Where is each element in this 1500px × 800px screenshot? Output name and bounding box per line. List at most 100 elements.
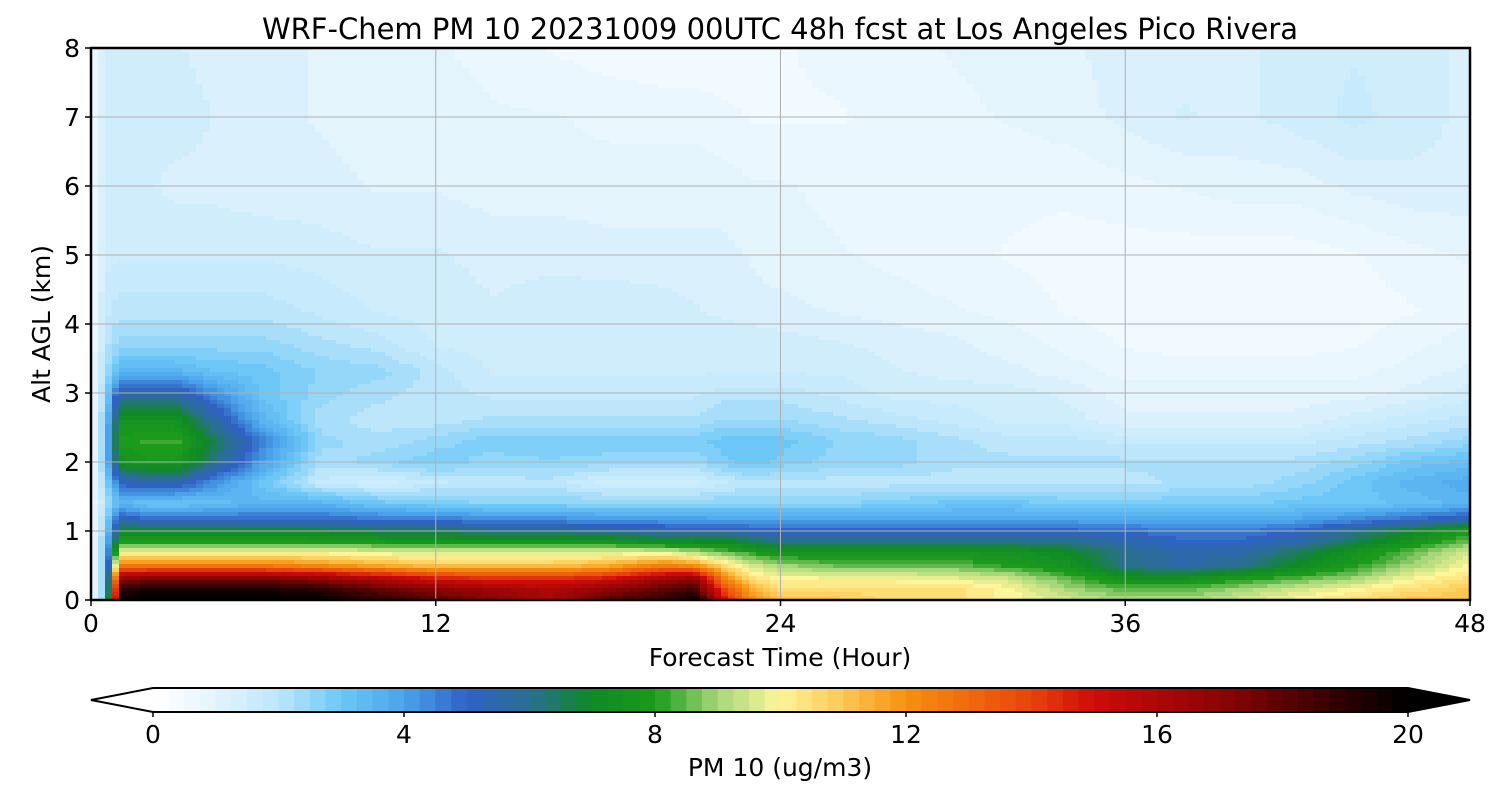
heatmap-cell [1463, 80, 1471, 85]
heatmap-cell [1351, 108, 1359, 113]
heatmap-cell [707, 140, 715, 145]
heatmap-cell [357, 116, 365, 121]
heatmap-cell [812, 80, 820, 85]
heatmap-cell [602, 52, 610, 57]
heatmap-cell [175, 88, 183, 93]
heatmap-cell [938, 140, 946, 145]
heatmap-cell [1309, 96, 1317, 101]
heatmap-cell [679, 60, 687, 65]
heatmap-cell [1162, 92, 1170, 97]
heatmap-cell [504, 132, 512, 137]
heatmap-cell [378, 56, 386, 61]
heatmap-cell [1435, 88, 1443, 93]
heatmap-cell [1365, 60, 1373, 65]
heatmap-cell [1225, 100, 1233, 105]
heatmap-cell [189, 148, 197, 153]
heatmap-cell [959, 52, 967, 57]
heatmap-cell [413, 68, 421, 73]
heatmap-cell [686, 56, 694, 61]
heatmap-cell [210, 52, 218, 57]
heatmap-cell [315, 112, 323, 117]
heatmap-cell [105, 108, 113, 113]
heatmap-cell [1288, 80, 1296, 85]
heatmap-cell [1022, 116, 1030, 121]
heatmap-cell [126, 112, 134, 117]
heatmap-cell [1246, 124, 1254, 129]
heatmap-cell [322, 124, 330, 129]
heatmap-cell [987, 76, 995, 81]
heatmap-cell [1099, 96, 1107, 101]
heatmap-cell [1106, 112, 1114, 117]
heatmap-cell [518, 100, 526, 105]
heatmap-cell [651, 72, 659, 77]
heatmap-cell [1134, 64, 1142, 69]
heatmap-cell [1050, 140, 1058, 145]
heatmap-cell [574, 72, 582, 77]
heatmap-cell [448, 116, 456, 121]
heatmap-cell [1337, 112, 1345, 117]
heatmap-cell [1141, 120, 1149, 125]
heatmap-cell [861, 96, 869, 101]
heatmap-cell [623, 92, 631, 97]
heatmap-cell [1169, 72, 1177, 77]
heatmap-cell [686, 96, 694, 101]
heatmap-cell [504, 80, 512, 85]
heatmap-cell [581, 48, 589, 53]
heatmap-cell [343, 64, 351, 69]
heatmap-cell [756, 112, 764, 117]
heatmap-cell [301, 124, 309, 129]
heatmap-cell [595, 60, 603, 65]
heatmap-cell [140, 136, 148, 141]
heatmap-cell [483, 96, 491, 101]
heatmap-cell [462, 100, 470, 105]
heatmap-cell [616, 76, 624, 81]
heatmap-cell [420, 124, 428, 129]
heatmap-cell [637, 140, 645, 145]
heatmap-cell [819, 72, 827, 77]
heatmap-cell [1190, 144, 1198, 149]
heatmap-cell [714, 116, 722, 121]
heatmap-cell [1204, 132, 1212, 137]
heatmap-cell [238, 88, 246, 93]
heatmap-cell [1309, 52, 1317, 57]
heatmap-cell [1421, 108, 1429, 113]
heatmap-cell [665, 72, 673, 77]
heatmap-cell [224, 136, 232, 141]
heatmap-cell [469, 96, 477, 101]
heatmap-cell [1211, 96, 1219, 101]
heatmap-cell [196, 108, 204, 113]
heatmap-cell [175, 100, 183, 105]
heatmap-cell [686, 100, 694, 105]
heatmap-cell [448, 60, 456, 65]
heatmap-cell [672, 84, 680, 89]
heatmap-cell [525, 52, 533, 57]
heatmap-cell [819, 64, 827, 69]
heatmap-cell [196, 60, 204, 65]
heatmap-cell [637, 104, 645, 109]
heatmap-cell [672, 56, 680, 61]
heatmap-cell [819, 124, 827, 129]
heatmap-cell [1239, 120, 1247, 125]
heatmap-cell [455, 80, 463, 85]
heatmap-cell [973, 80, 981, 85]
heatmap-cell [469, 104, 477, 109]
heatmap-cell [805, 84, 813, 89]
heatmap-cell [952, 96, 960, 101]
heatmap-cell [322, 76, 330, 81]
heatmap-cell [1183, 48, 1191, 53]
heatmap-cell [1288, 56, 1296, 61]
heatmap-cell [574, 48, 582, 53]
heatmap-cell [1414, 52, 1422, 57]
heatmap-cell [1246, 52, 1254, 57]
heatmap-cell [931, 60, 939, 65]
heatmap-cell [847, 128, 855, 133]
heatmap-cell [147, 72, 155, 77]
heatmap-cell [1253, 84, 1261, 89]
heatmap-cell [301, 96, 309, 101]
heatmap-cell [525, 108, 533, 113]
heatmap-cell [1190, 136, 1198, 141]
heatmap-cell [462, 96, 470, 101]
heatmap-cell [567, 84, 575, 89]
heatmap-cell [1253, 76, 1261, 81]
heatmap-cell [469, 68, 477, 73]
